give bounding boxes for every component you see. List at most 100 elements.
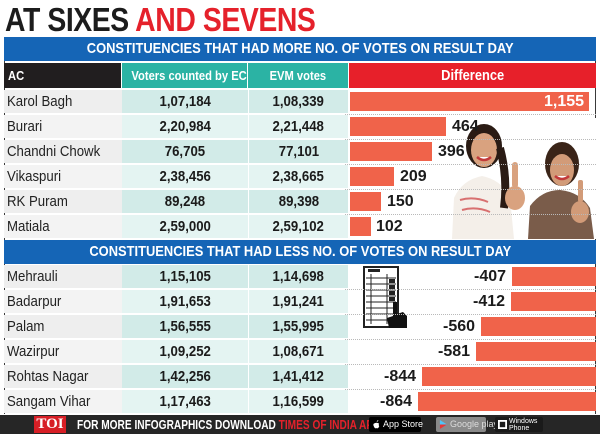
ec-count: 76,705: [122, 140, 248, 163]
evm-count-text: 1,91,241: [272, 293, 325, 310]
ac-name-text: Mehrauli: [7, 268, 58, 285]
ec-count: 1,15,105: [122, 265, 248, 288]
ac-name: Palam: [4, 315, 122, 338]
footer-promo-label: FOR MORE INFOGRAPHICS DOWNLOAD: [77, 417, 279, 432]
row-divider: [345, 314, 596, 315]
ac-name-text: Chandni Chowk: [7, 143, 101, 160]
footer-app-name: TIMES OF INDIA APP: [278, 417, 380, 432]
title-part-red: AND SEVENS: [135, 1, 316, 38]
evm-count-text: 89,398: [278, 193, 319, 210]
evm-count-text: 1,16,599: [272, 393, 325, 410]
evm-count-text: 1,55,995: [272, 318, 325, 335]
evm-count: 1,91,241: [248, 290, 348, 313]
difference-bar: [350, 192, 381, 211]
section-header-less: CONSTITUENCIES THAT HAD LESS NO. OF VOTE…: [4, 240, 596, 264]
ec-count-text: 1,09,252: [159, 343, 211, 360]
ac-name: Badarpur: [4, 290, 122, 313]
windows-label-line2: Phone: [509, 425, 530, 432]
table-row: Rohtas Nagar 1,42,256 1,41,412 -844: [4, 365, 596, 390]
toi-logo: TOI: [34, 416, 66, 433]
evm-count-text: 2,59,102: [272, 218, 325, 235]
ac-name-text: Matiala: [7, 218, 50, 235]
ac-name-text: Sangam Vihar: [7, 393, 91, 410]
row-divider: [345, 139, 596, 140]
difference-value: -844: [384, 368, 417, 385]
evm-count-text: 1,08,339: [272, 93, 325, 110]
difference-bar: [512, 267, 596, 286]
ac-name: Rohtas Nagar: [4, 365, 122, 388]
ac-name-text: Palam: [7, 318, 45, 335]
table-row: Vikaspuri 2,38,456 2,38,665 209: [4, 165, 596, 190]
difference-value: 396: [438, 143, 465, 160]
evm-count: 2,21,448: [248, 115, 348, 138]
ac-name-text: Rohtas Nagar: [7, 368, 89, 385]
section-header-less-text: CONSTITUENCIES THAT HAD LESS NO. OF VOTE…: [89, 243, 511, 260]
row-divider: [345, 114, 596, 115]
difference-value: 464: [452, 118, 479, 135]
ac-name: Matiala: [4, 215, 122, 238]
evm-count-text: 1,08,671: [272, 343, 325, 360]
difference-value: -864: [380, 393, 413, 410]
column-header-difference: Difference: [349, 63, 596, 88]
row-divider: [345, 164, 596, 165]
column-header-evm: EVM votes: [248, 63, 348, 88]
evm-count: 1,14,698: [248, 265, 348, 288]
ac-name-text: Burari: [7, 118, 43, 135]
ac-name: Chandni Chowk: [4, 140, 122, 163]
ec-count: 1,56,555: [122, 315, 248, 338]
difference-value: -412: [473, 293, 506, 310]
app-store-badge[interactable]: App Store: [369, 417, 423, 432]
footer-bar: TOI FOR MORE INFOGRAPHICS DOWNLOAD TIMES…: [0, 415, 600, 434]
difference-bar: [481, 317, 596, 336]
section-header-more-text: CONSTITUENCIES THAT HAD MORE NO. OF VOTE…: [86, 40, 514, 57]
table-row: Wazirpur 1,09,252 1,08,671 -581: [4, 340, 596, 365]
evm-count: 2,38,665: [248, 165, 348, 188]
google-play-icon: [439, 420, 448, 429]
title-part-black: AT SIXES: [5, 1, 129, 38]
difference-bar: [350, 217, 371, 236]
voters-photo: [444, 118, 596, 239]
difference-bar: [422, 367, 596, 386]
google-play-badge[interactable]: Google play: [436, 417, 498, 432]
ec-count: 2,59,000: [122, 215, 248, 238]
difference-bar: [511, 292, 596, 311]
difference-value: 1,155: [544, 93, 585, 110]
ac-name: Vikaspuri: [4, 165, 122, 188]
evm-count: 77,101: [248, 140, 348, 163]
ac-name-text: Vikaspuri: [7, 168, 62, 185]
table-row: Chandni Chowk 76,705 77,101 396: [4, 140, 596, 165]
column-header-ec: Voters counted by EC: [122, 63, 247, 88]
ec-count-text: 2,38,456: [159, 168, 211, 185]
ac-name-text: Wazirpur: [7, 343, 60, 360]
evm-count-text: 2,21,448: [272, 118, 325, 135]
table-row: Palam 1,56,555 1,55,995 -560: [4, 315, 596, 340]
ac-name: Wazirpur: [4, 340, 122, 363]
evm-count-text: 77,101: [278, 143, 319, 160]
row-divider: [345, 214, 596, 215]
column-header-evm-text: EVM votes: [269, 68, 327, 83]
ac-name: RK Puram: [4, 190, 122, 213]
difference-value: 150: [387, 193, 414, 210]
ac-name: Karol Bagh: [4, 90, 122, 113]
ec-count-text: 1,17,463: [159, 393, 211, 410]
difference-bar: [476, 342, 596, 361]
difference-bar: [350, 117, 446, 136]
row-divider: [345, 339, 596, 340]
row-divider: [345, 364, 596, 365]
ec-count: 1,91,653: [122, 290, 248, 313]
ac-name-text: Badarpur: [7, 293, 62, 310]
windows-phone-badge[interactable]: Windows Phone: [495, 417, 543, 432]
table-row: Mehrauli 1,15,105 1,14,698 -407: [4, 265, 596, 290]
ac-name: Sangam Vihar: [4, 390, 122, 413]
ec-count: 1,09,252: [122, 340, 248, 363]
ec-count-text: 1,15,105: [159, 268, 211, 285]
column-header-ac: AC: [4, 63, 121, 88]
difference-value: -581: [438, 343, 471, 360]
evm-count: 1,08,671: [248, 340, 348, 363]
difference-value: -407: [474, 268, 507, 285]
row-divider: [345, 189, 596, 190]
difference-value: 102: [376, 218, 403, 235]
difference-bar: [350, 142, 432, 161]
table-row: Burari 2,20,984 2,21,448 464: [4, 115, 596, 140]
evm-count: 1,41,412: [248, 365, 348, 388]
